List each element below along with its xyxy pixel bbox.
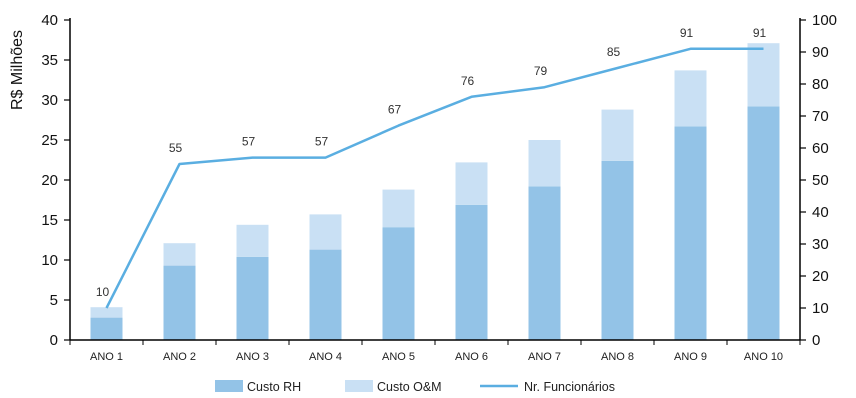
y-tick-label-left: 20 <box>41 172 58 189</box>
y-tick-label-left: 10 <box>41 252 58 269</box>
data-label-funcionarios-2: 55 <box>169 141 183 155</box>
bar-custo-rh-8 <box>601 160 634 340</box>
bar-custo-rh-1 <box>90 317 123 340</box>
bar-custo-om-4 <box>309 214 342 250</box>
y-tick-label-left: 15 <box>41 212 58 229</box>
x-tick-label: ANO 8 <box>601 351 634 363</box>
y-tick-label-right: 0 <box>812 332 820 349</box>
y-tick-label-right: 50 <box>812 172 829 189</box>
bar-custo-om-3 <box>236 224 269 257</box>
y-tick-label-right: 20 <box>812 268 829 285</box>
y-tick-label-right: 90 <box>812 44 829 61</box>
bar-custo-om-1 <box>90 307 123 318</box>
y-tick-label-right: 60 <box>812 140 829 157</box>
legend-label-custo-rh: Custo RH <box>247 380 301 394</box>
bar-custo-rh-2 <box>163 265 196 340</box>
legend-swatch-custo-rh <box>215 380 243 392</box>
bar-custo-rh-4 <box>309 249 342 340</box>
y-tick-label-right: 40 <box>812 204 829 221</box>
y-tick-label-left: 40 <box>41 12 58 29</box>
bar-custo-om-7 <box>528 140 561 187</box>
bar-custo-om-8 <box>601 109 634 161</box>
bar-custo-rh-5 <box>382 227 415 340</box>
x-tick-label: ANO 5 <box>382 351 415 363</box>
y-tick-label-left: 25 <box>41 132 58 149</box>
data-label-funcionarios-4: 57 <box>315 135 329 149</box>
y-tick-label-right: 80 <box>812 76 829 93</box>
bar-custo-om-10 <box>747 43 780 107</box>
bar-custo-rh-7 <box>528 186 561 340</box>
bar-custo-rh-3 <box>236 256 269 340</box>
line-nr-funcionarios <box>105 47 764 309</box>
y-tick-label-right: 100 <box>812 12 837 29</box>
x-tick-label: ANO 1 <box>90 351 123 363</box>
x-tick-label: ANO 3 <box>236 351 269 363</box>
x-tick-label: ANO 4 <box>309 351 342 363</box>
x-tick-label: ANO 6 <box>455 351 488 363</box>
bar-custo-om-2 <box>163 243 196 266</box>
data-label-funcionarios-6: 76 <box>461 74 475 88</box>
legend-swatch-custo-om <box>345 380 373 392</box>
y-tick-label-right: 10 <box>812 300 829 317</box>
data-label-funcionarios-8: 85 <box>607 45 621 59</box>
legend-label-nr-funcionarios: Nr. Funcionários <box>524 380 615 394</box>
y-tick-label-left: 30 <box>41 92 58 109</box>
data-label-funcionarios-1: 10 <box>96 285 110 299</box>
bar-custo-rh-6 <box>455 204 488 340</box>
bar-layer <box>90 43 780 341</box>
data-label-funcionarios-9: 91 <box>680 26 694 40</box>
data-label-funcionarios-10: 91 <box>753 26 767 40</box>
y-tick-label-left: 35 <box>41 52 58 69</box>
legend: Custo RH Custo O&M Nr. Funcionários <box>215 380 615 394</box>
x-tick-label: ANO 7 <box>528 351 561 363</box>
data-label-funcionarios-5: 67 <box>388 103 402 117</box>
y-tick-label-left: 5 <box>50 292 58 309</box>
y-axis-title: R$ Milhões <box>9 30 26 110</box>
x-tick-label: ANO 10 <box>744 351 783 363</box>
bar-custo-om-9 <box>674 70 707 127</box>
legend-label-custo-om: Custo O&M <box>377 380 442 394</box>
axes-layer: 0 5 10 15 20 25 30 35 40 0 10 20 30 40 50 60 70 80 90 100 AN… <box>41 12 837 363</box>
bar-custo-rh-10 <box>747 106 780 341</box>
y-tick-label-left: 0 <box>50 332 58 349</box>
y-tick-label-right: 30 <box>812 236 829 253</box>
bar-custo-om-6 <box>455 162 488 205</box>
line-layer: 10 55 57 57 67 76 79 85 91 91 <box>96 26 767 309</box>
y-tick-label-right: 70 <box>812 108 829 125</box>
data-label-funcionarios-7: 79 <box>534 64 548 78</box>
x-tick-label: ANO 9 <box>674 351 707 363</box>
data-label-funcionarios-3: 57 <box>242 135 256 149</box>
bar-custo-om-5 <box>382 189 415 228</box>
bar-custo-rh-9 <box>674 126 707 341</box>
x-tick-label: ANO 2 <box>163 351 196 363</box>
